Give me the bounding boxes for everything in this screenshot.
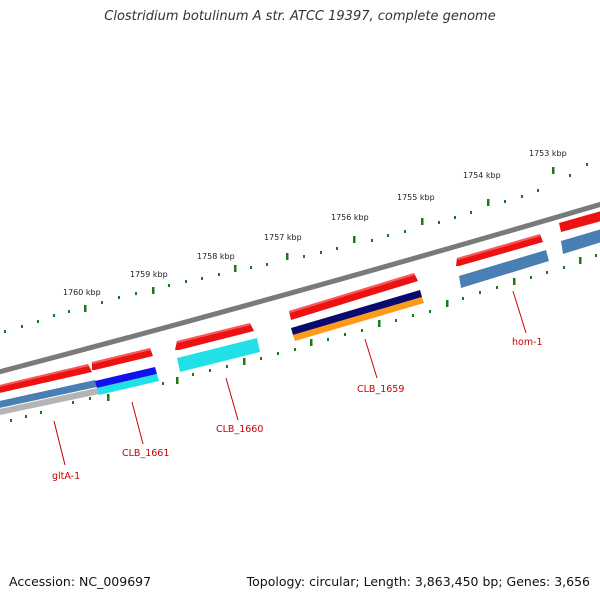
inner-scale-ticks: [10, 254, 597, 422]
gene-arrow: [92, 348, 153, 370]
gene-arrow: [289, 273, 418, 320]
kbp-label: 1755 kbp: [397, 193, 435, 202]
outer-scale-ticks: [4, 163, 588, 333]
kbp-label: 1757 kbp: [264, 233, 302, 242]
gene-label-clb-1661: CLB_1661: [122, 448, 169, 459]
kbp-label: 1754 kbp: [463, 171, 501, 180]
gene-label-clb-1659: CLB_1659: [357, 384, 404, 395]
gene-arrow-highlights: [0, 234, 541, 387]
gene-label-clb-1660: CLB_1660: [216, 424, 263, 435]
cyan-track: [97, 374, 159, 395]
kbp-label: 1759 kbp: [130, 270, 168, 279]
map-title: Clostridium botulinum A str. ATCC 19397,…: [104, 9, 496, 24]
orange-track: [293, 297, 424, 341]
kbp-labels: 1753 kbp 1754 kbp 1755 kbp 1756 kbp 1757…: [63, 149, 567, 297]
annotation-tracks: [0, 229, 600, 415]
gene-arrows-red: [0, 211, 600, 393]
gene-arrow: [0, 364, 92, 393]
gene-arrow: [456, 234, 543, 266]
gene-label-leaders: [53, 290, 527, 466]
gray-track: [0, 388, 99, 415]
accession-text: Accession: NC_009697: [9, 574, 152, 589]
gene-arrow: [175, 323, 254, 350]
navy-track: [291, 290, 422, 335]
steel-track: [0, 380, 97, 408]
gene-labels: hom-1 CLB_1659 CLB_1660 CLB_1661 gltA-1: [52, 337, 543, 482]
genome-summary-text: Topology: circular; Length: 3,863,450 bp…: [246, 574, 590, 589]
steel-track: [561, 229, 600, 254]
gene-arrow: [559, 211, 600, 232]
genome-backbone: [0, 201, 600, 375]
kbp-label: 1760 kbp: [63, 288, 101, 297]
kbp-label: 1753 kbp: [529, 149, 567, 158]
steel-track: [459, 250, 549, 288]
cyan-track: [177, 338, 260, 372]
gene-label-glta-1: gltA-1: [52, 471, 80, 482]
kbp-label: 1756 kbp: [331, 213, 369, 222]
kbp-label: 1758 kbp: [197, 252, 235, 261]
gene-label-hom-1: hom-1: [512, 337, 543, 348]
blue-track: [95, 367, 157, 388]
